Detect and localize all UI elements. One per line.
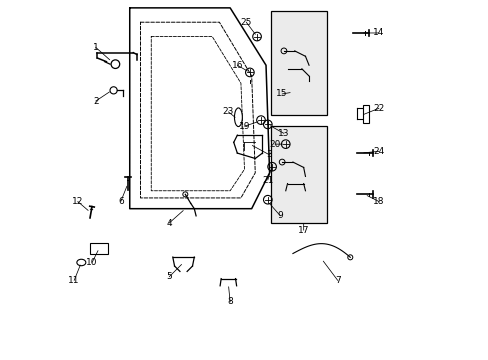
Text: 3: 3 [266, 150, 272, 159]
Text: 1: 1 [93, 43, 99, 52]
Bar [362, 105, 368, 123]
Text: 7: 7 [334, 276, 340, 285]
Text: 15: 15 [276, 89, 287, 98]
Text: 25: 25 [240, 18, 251, 27]
Text: 24: 24 [373, 147, 384, 156]
Bar [271, 126, 326, 223]
Text: 2: 2 [93, 96, 98, 105]
Ellipse shape [234, 108, 242, 127]
Text: 17: 17 [297, 226, 309, 235]
Text: 18: 18 [372, 197, 384, 206]
Text: 10: 10 [86, 258, 98, 267]
Bar [90, 243, 108, 253]
Ellipse shape [77, 259, 85, 266]
Text: 8: 8 [227, 297, 233, 306]
Text: 5: 5 [166, 272, 172, 281]
Text: 13: 13 [278, 129, 289, 138]
Text: 21: 21 [262, 176, 273, 185]
Text: 22: 22 [373, 104, 384, 113]
Text: 4: 4 [166, 219, 172, 228]
Text: 23: 23 [222, 107, 234, 116]
Text: 6: 6 [118, 197, 123, 206]
Bar [271, 12, 326, 116]
Text: 19: 19 [238, 122, 250, 131]
Text: 12: 12 [72, 197, 83, 206]
Text: 16: 16 [231, 61, 243, 70]
Text: 20: 20 [269, 140, 280, 149]
Text: 9: 9 [277, 211, 283, 220]
Text: 14: 14 [372, 28, 384, 37]
Text: 11: 11 [68, 276, 80, 285]
